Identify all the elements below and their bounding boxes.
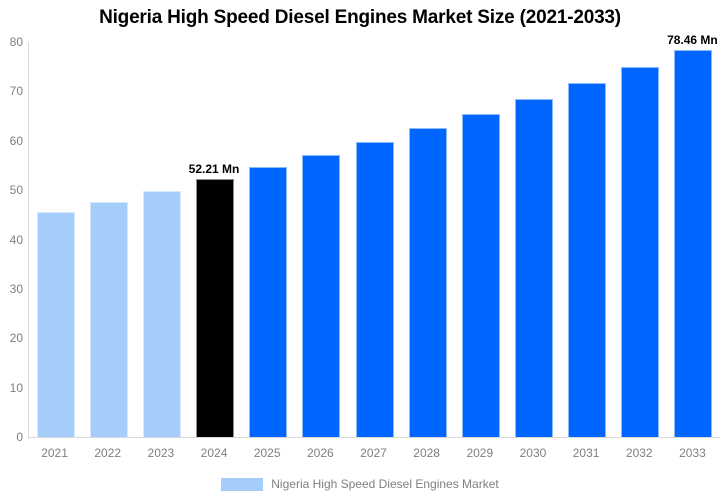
- plot-area: [28, 42, 720, 438]
- bar-2028[interactable]: [408, 128, 447, 437]
- x-axis-label-2025: 2025: [253, 446, 281, 460]
- bar-2027[interactable]: [355, 141, 394, 437]
- x-axis-label-2030: 2030: [519, 446, 547, 460]
- bar-2031[interactable]: [568, 83, 607, 437]
- bar-2029[interactable]: [461, 113, 500, 437]
- x-axis-label-2024: 2024: [200, 446, 228, 460]
- bar-2022[interactable]: [89, 201, 128, 437]
- bar-2025[interactable]: [249, 167, 288, 437]
- y-axis-label-60: 60: [9, 133, 23, 148]
- y-axis-label-40: 40: [9, 232, 23, 247]
- y-axis-label-20: 20: [9, 331, 23, 346]
- x-axis-label-2023: 2023: [147, 446, 175, 460]
- legend-swatch: [221, 477, 264, 491]
- y-axis-label-0: 0: [16, 430, 23, 444]
- bar-2026[interactable]: [302, 154, 341, 437]
- x-axis-label-2033: 2033: [679, 446, 706, 460]
- legend[interactable]: Nigeria High Speed Diesel Engines Market: [0, 476, 720, 492]
- x-axis-label-2022: 2022: [94, 446, 122, 460]
- bar-2030[interactable]: [514, 98, 553, 437]
- x-axis-label-2021: 2021: [41, 446, 68, 460]
- bar-2024[interactable]: [196, 179, 235, 437]
- bar-2023[interactable]: [142, 190, 181, 437]
- x-axis-label-2032: 2032: [625, 446, 653, 460]
- y-axis-label-50: 50: [9, 183, 23, 198]
- x-axis-label-2027: 2027: [360, 446, 387, 460]
- bar-2021[interactable]: [36, 211, 75, 437]
- value-label-2033: 78.46 Mn: [667, 32, 718, 47]
- y-axis-label-80: 80: [9, 35, 23, 49]
- legend-label: Nigeria High Speed Diesel Engines Market: [271, 477, 499, 491]
- value-label-2024: 52.21 Mn: [188, 162, 240, 177]
- bar-2032[interactable]: [621, 66, 660, 437]
- bar-2033[interactable]: [674, 49, 713, 437]
- y-axis-label-10: 10: [9, 380, 23, 395]
- chart-title: Nigeria High Speed Diesel Engines Market…: [99, 7, 621, 28]
- x-axis-label-2026: 2026: [306, 446, 334, 460]
- y-axis-label-70: 70: [9, 84, 23, 99]
- x-axis-label-2029: 2029: [466, 446, 494, 460]
- y-axis-label-30: 30: [9, 281, 23, 296]
- x-axis-label-2031: 2031: [572, 446, 600, 460]
- x-axis-label-2028: 2028: [413, 446, 440, 460]
